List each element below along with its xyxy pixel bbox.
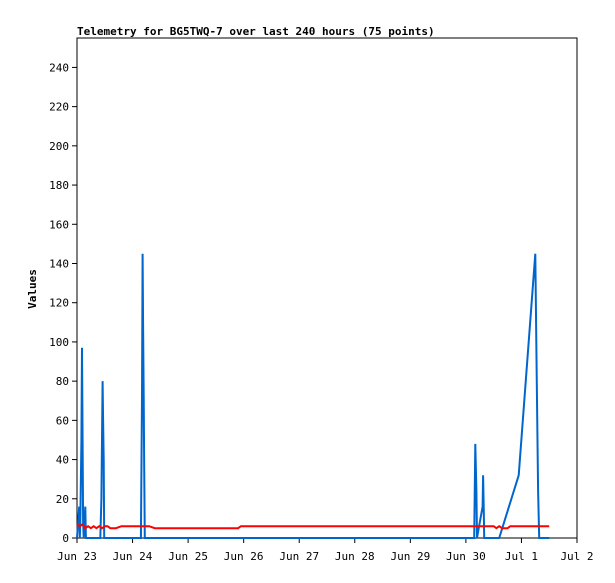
x-tick-label: Jun 29 xyxy=(390,550,430,563)
y-tick-label: 20 xyxy=(56,493,69,506)
y-axis-label: Values xyxy=(26,269,39,309)
y-ticks: 0 20 40 60 80 100 120 140 160 180 200 220 240 xyxy=(49,61,77,545)
y-tick-label: 200 xyxy=(49,140,69,153)
y-tick-label: 100 xyxy=(49,336,69,349)
y-tick-label: 60 xyxy=(56,414,69,427)
x-tick-label: Jun 23 xyxy=(57,550,97,563)
y-tick-label: 240 xyxy=(49,61,69,74)
y-tick-label: 40 xyxy=(56,454,69,467)
x-tick-label: Jun 24 xyxy=(113,550,153,563)
x-ticks: Jun 23 Jun 24 Jun 25 Jun 26 Jun 27 Jun 28 Jun … xyxy=(57,538,594,563)
series-layer xyxy=(76,253,550,539)
chart-title: Telemetry for BG5TWQ-7 over last 240 hou… xyxy=(77,25,435,38)
y-tick-label: 180 xyxy=(49,179,69,192)
y-tick-label: 80 xyxy=(56,375,69,388)
y-tick-label: 120 xyxy=(49,297,69,310)
y-tick-label: 0 xyxy=(62,532,69,545)
series-line-2 xyxy=(76,522,550,530)
x-tick-label: Jun 28 xyxy=(335,550,375,563)
y-tick-label: 160 xyxy=(49,218,69,231)
x-tick-label: Jul 1 xyxy=(505,550,538,563)
x-tick-label: Jun 26 xyxy=(224,550,264,563)
plot-area-frame xyxy=(76,37,578,539)
x-tick-label: Jun 30 xyxy=(446,550,486,563)
x-tick-label: Jun 25 xyxy=(168,550,208,563)
y-tick-label: 140 xyxy=(49,257,69,270)
series-line-1 xyxy=(76,253,550,539)
y-tick-label: 220 xyxy=(49,101,69,114)
x-tick-label: Jun 27 xyxy=(279,550,319,563)
x-tick-label: Jul 2 xyxy=(560,550,593,563)
